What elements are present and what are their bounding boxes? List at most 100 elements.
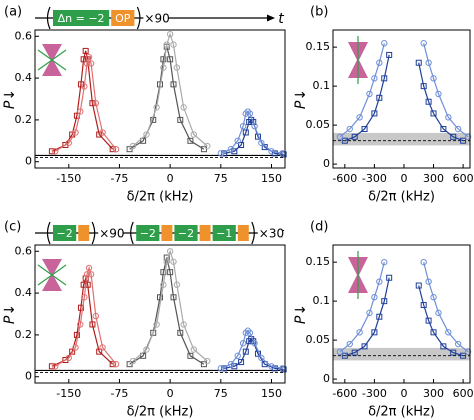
x-axis-label: δ/2π (kHz) [368,190,435,205]
data-point [204,357,211,365]
data-point [153,104,160,111]
data-point [48,363,55,370]
data-point [371,110,378,117]
data-point [167,269,174,276]
data-point [81,294,88,301]
y-tick-label: 0.2 [15,113,33,126]
data-point [157,294,163,301]
data-point [258,139,265,147]
data-point [170,294,177,301]
data-point [464,348,472,356]
fit-curve [220,329,283,369]
x-axis-label: δ/2π (kHz) [127,405,194,420]
data-point [87,271,95,278]
data-point [268,148,275,155]
data-point [251,340,258,347]
data-point [96,348,103,355]
data-point [82,47,89,54]
data-point [85,53,93,61]
x-tick-label: 0 [400,387,407,400]
data-point [81,83,88,90]
data-point [246,110,254,117]
data-point [52,363,59,370]
data-point [435,90,442,98]
repeat-bg [143,11,169,25]
x-tick-label: 0 [400,172,407,185]
pulse-box [111,10,135,26]
data-point [89,321,96,328]
x-tick-label: 75 [214,387,228,400]
data-point [351,349,358,356]
data-point [366,90,373,98]
paren-open [46,221,51,245]
axes-frame [332,29,471,169]
data-point [351,133,358,140]
data-point [140,137,147,144]
data-point [242,110,250,117]
pulse-box [199,225,211,241]
data-point [356,329,363,336]
data-point [361,126,368,133]
x-tick-label: -75 [110,387,128,400]
data-point [425,317,432,324]
data-point [65,354,72,362]
data-point [258,354,265,362]
data-point [430,75,437,82]
fit-curve [132,32,208,147]
data-point [435,309,442,317]
paren-open [130,221,134,245]
data-point [227,360,235,368]
data-point [140,352,147,359]
data-point [430,294,437,301]
data-point [200,146,207,153]
data-point [336,348,344,356]
x-tick-label: -150 [56,172,81,185]
y-tick-label: 0 [323,372,330,385]
data-point [150,329,157,336]
data-point [129,357,137,365]
data-point [376,59,383,66]
repeat-bg [98,226,124,240]
x-tick-label: 150 [261,172,282,185]
data-point [361,343,368,350]
data-point [180,104,187,111]
data-point [77,304,84,311]
data-point [190,131,197,138]
repeat-bg [257,226,283,240]
data-point [381,298,388,305]
data-point [450,133,457,140]
data-point [415,282,422,289]
data-point [187,137,194,144]
data-point [415,59,422,66]
x-tick-label: 150 [261,387,282,400]
data-point [129,142,137,150]
pulse-label: −1 [216,227,232,240]
data-point [381,40,388,47]
data-point [280,151,287,158]
pulse-box [212,225,236,241]
x-tick-label: 300 [423,387,444,400]
data-point [445,114,452,121]
data-point [341,137,348,144]
data-point [143,131,150,138]
data-point [217,365,225,372]
data-point [77,108,84,115]
x-tick-label: 75 [214,172,228,185]
data-point [160,269,167,276]
data-point [190,346,197,353]
data-point [85,264,93,272]
data-point [227,145,235,153]
fit-curve [339,43,469,138]
data-point [170,41,177,48]
data-point [77,321,84,328]
y-axis-label: P↓ [2,89,18,109]
noise-band [333,132,470,146]
x-tick-label: 0 [167,172,174,185]
data-point [80,56,87,63]
inset-b [348,36,368,84]
fit-curve [129,44,205,150]
pulse-box [237,225,249,241]
data-point [251,122,258,130]
pulse-box [78,225,90,241]
